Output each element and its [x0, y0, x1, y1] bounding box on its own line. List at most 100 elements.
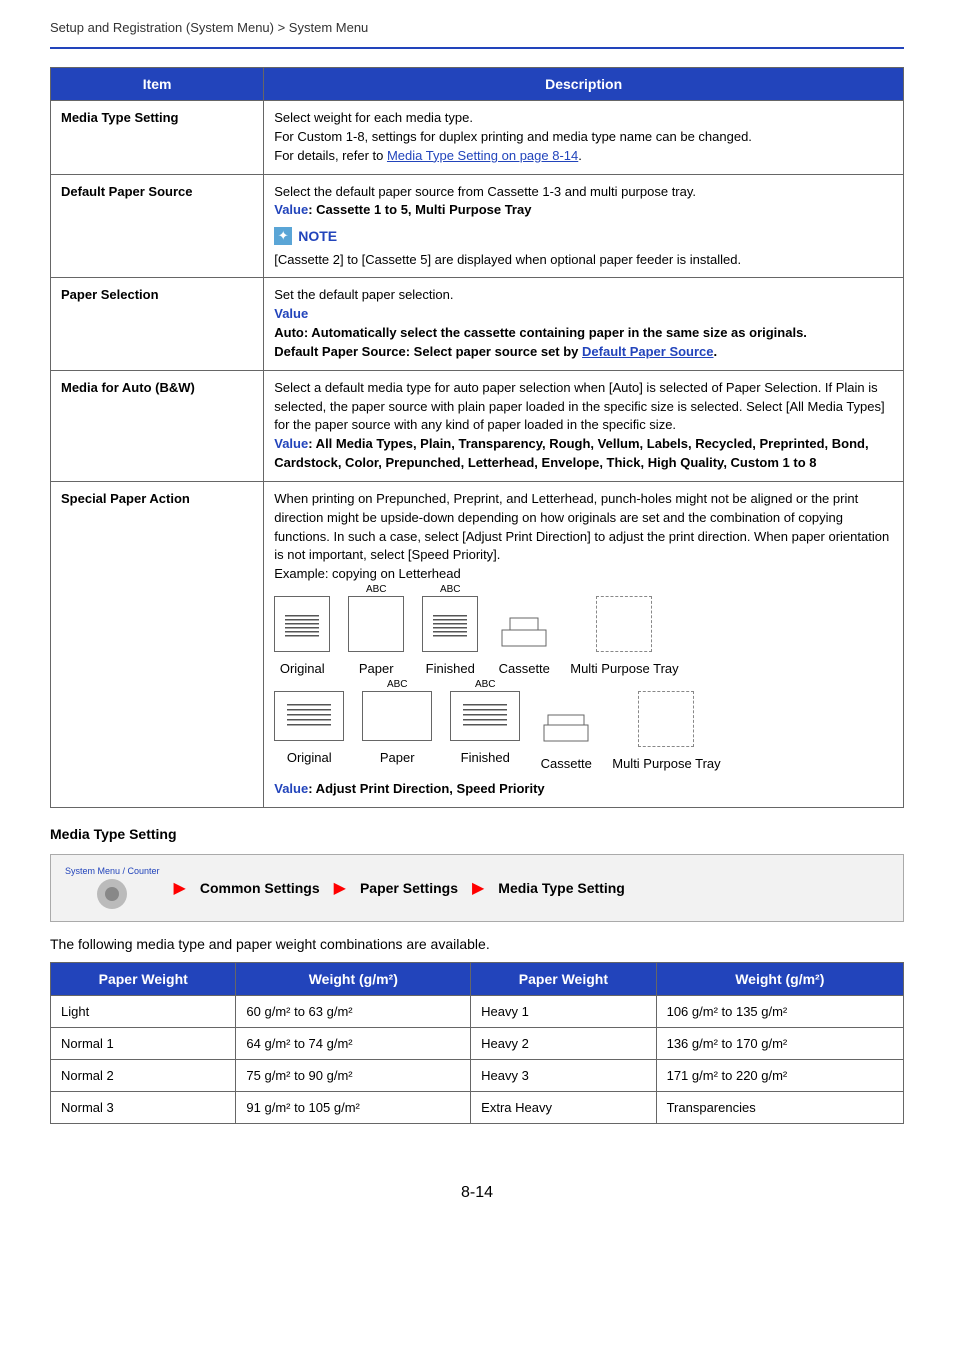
arrow-icon: ▶	[334, 878, 346, 898]
value-line: Value: All Media Types, Plain, Transpare…	[274, 435, 893, 473]
table-cell: Normal 1	[51, 1027, 236, 1059]
text: For details, refer to	[274, 148, 387, 163]
table-row: Media for Auto (B&W) Select a default me…	[51, 370, 904, 481]
diagram-label: Cassette	[541, 755, 592, 774]
paper-icon: ABC	[362, 691, 432, 741]
table-cell: Heavy 3	[471, 1059, 656, 1091]
system-menu-icon: System Menu / Counter	[65, 867, 160, 909]
table-row: Normal 275 g/m² to 90 g/m²Heavy 3171 g/m…	[51, 1059, 904, 1091]
diagram-mpt: Multi Purpose Tray	[612, 691, 720, 774]
table-cell: 171 g/m² to 220 g/m²	[656, 1059, 903, 1091]
desc-line: Auto: Automatically select the cassette …	[274, 324, 893, 343]
paper-icon: ABC	[422, 596, 478, 652]
abc-label: ABC	[387, 678, 408, 693]
diagram-mpt: Multi Purpose Tray	[570, 596, 678, 679]
item-label: Media for Auto (B&W)	[51, 370, 264, 481]
nav-step-1: Common Settings	[200, 880, 320, 896]
table-cell: Light	[51, 995, 236, 1027]
item-desc: Select a default media type for auto pap…	[264, 370, 904, 481]
note-body: [Cassette 2] to [Cassette 5] are display…	[274, 251, 893, 270]
weight-table: Paper Weight Weight (g/m²) Paper Weight …	[50, 962, 904, 1124]
th-w1: Weight (g/m²)	[236, 962, 471, 995]
cassette-icon	[496, 596, 552, 652]
th-pw1: Paper Weight	[51, 962, 236, 995]
icon-label: System Menu / Counter	[65, 867, 160, 877]
text: .	[714, 344, 718, 359]
diagram-label: Finished	[426, 660, 475, 679]
diagram-label: Finished	[461, 749, 510, 768]
table-row: Paper Selection Set the default paper se…	[51, 278, 904, 370]
value-label: Value	[274, 436, 308, 451]
diagram-finished: ABC Finished	[450, 691, 520, 774]
top-breadcrumb: Setup and Registration (System Menu) > S…	[50, 20, 904, 49]
table-cell: Normal 3	[51, 1091, 236, 1123]
table-row: Special Paper Action When printing on Pr…	[51, 481, 904, 807]
value-text: : Cassette 1 to 5, Multi Purpose Tray	[308, 202, 531, 217]
diagram-label: Paper	[380, 749, 415, 768]
note-icon: ✦	[274, 227, 292, 245]
media-type-setting-link[interactable]: Media Type Setting on page 8-14	[387, 148, 578, 163]
note-badge: ✦ NOTE	[274, 226, 337, 246]
th-desc: Description	[264, 68, 904, 101]
item-desc: When printing on Prepunched, Preprint, a…	[264, 481, 904, 807]
diagram-cassette: Cassette	[538, 691, 594, 774]
default-paper-source-link[interactable]: Default Paper Source	[582, 344, 714, 359]
desc-line: Select weight for each media type.	[274, 109, 893, 128]
page-number: 8-14	[50, 1184, 904, 1202]
diagram-paper: ABC Paper	[362, 691, 432, 774]
diagram-finished: ABC Finished	[422, 596, 478, 679]
value-text: : All Media Types, Plain, Transparency, …	[274, 436, 868, 470]
diagram-label: Paper	[359, 660, 394, 679]
section-heading: Media Type Setting	[50, 826, 904, 842]
intro-text: The following media type and paper weigh…	[50, 936, 904, 952]
value-label: Value	[274, 202, 308, 217]
diagram-original: Original	[274, 691, 344, 774]
diagram-label: Cassette	[499, 660, 550, 679]
th-item: Item	[51, 68, 264, 101]
table-row: Default Paper Source Select the default …	[51, 174, 904, 278]
counter-circle-icon	[97, 879, 127, 909]
paper-icon	[274, 691, 344, 741]
item-desc: Set the default paper selection. Value A…	[264, 278, 904, 370]
nav-step-2: Paper Settings	[360, 880, 458, 896]
text: Auto: Automatically select the cassette …	[274, 325, 807, 340]
desc-line: For details, refer to Media Type Setting…	[274, 147, 893, 166]
diagram-row-1: Original ABC Paper ABC Finished C	[274, 596, 893, 679]
nav-path: System Menu / Counter ▶ Common Settings …	[50, 854, 904, 922]
th-w2: Weight (g/m²)	[656, 962, 903, 995]
table-cell: Heavy 2	[471, 1027, 656, 1059]
value-text: : Adjust Print Direction, Speed Priority	[308, 781, 544, 796]
table-cell: 106 g/m² to 135 g/m²	[656, 995, 903, 1027]
table-row: Normal 164 g/m² to 74 g/m²Heavy 2136 g/m…	[51, 1027, 904, 1059]
abc-label: ABC	[475, 678, 496, 693]
item-label: Special Paper Action	[51, 481, 264, 807]
value-line: Value: Cassette 1 to 5, Multi Purpose Tr…	[274, 201, 893, 220]
diagram-label: Original	[287, 749, 332, 768]
desc-line: Select the default paper source from Cas…	[274, 183, 893, 202]
diagram-row-2: Original ABC Paper ABC Finished C	[274, 691, 893, 774]
diagram-label: Multi Purpose Tray	[612, 755, 720, 774]
paper-icon	[274, 596, 330, 652]
example-line: Example: copying on Letterhead	[274, 565, 893, 584]
cassette-icon	[538, 691, 594, 747]
value-line: Value: Adjust Print Direction, Speed Pri…	[274, 780, 893, 799]
cassette-svg-icon	[538, 691, 594, 747]
desc-line: Set the default paper selection.	[274, 286, 893, 305]
table-cell: 91 g/m² to 105 g/m²	[236, 1091, 471, 1123]
desc-line: Default Paper Source: Select paper sourc…	[274, 343, 893, 362]
desc-line: For Custom 1-8, settings for duplex prin…	[274, 128, 893, 147]
value-label: Value	[274, 781, 308, 796]
table-cell: 75 g/m² to 90 g/m²	[236, 1059, 471, 1091]
abc-label: ABC	[366, 583, 387, 598]
table-cell: Heavy 1	[471, 995, 656, 1027]
value-label: Value	[274, 305, 893, 324]
item-desc: Select weight for each media type. For C…	[264, 101, 904, 175]
tray-icon	[638, 691, 694, 747]
table-row: Media Type Setting Select weight for eac…	[51, 101, 904, 175]
cassette-svg-icon	[496, 596, 552, 652]
table-cell: Normal 2	[51, 1059, 236, 1091]
table-cell: Extra Heavy	[471, 1091, 656, 1123]
text: .	[578, 148, 582, 163]
diagram-label: Multi Purpose Tray	[570, 660, 678, 679]
arrow-icon: ▶	[472, 878, 484, 898]
